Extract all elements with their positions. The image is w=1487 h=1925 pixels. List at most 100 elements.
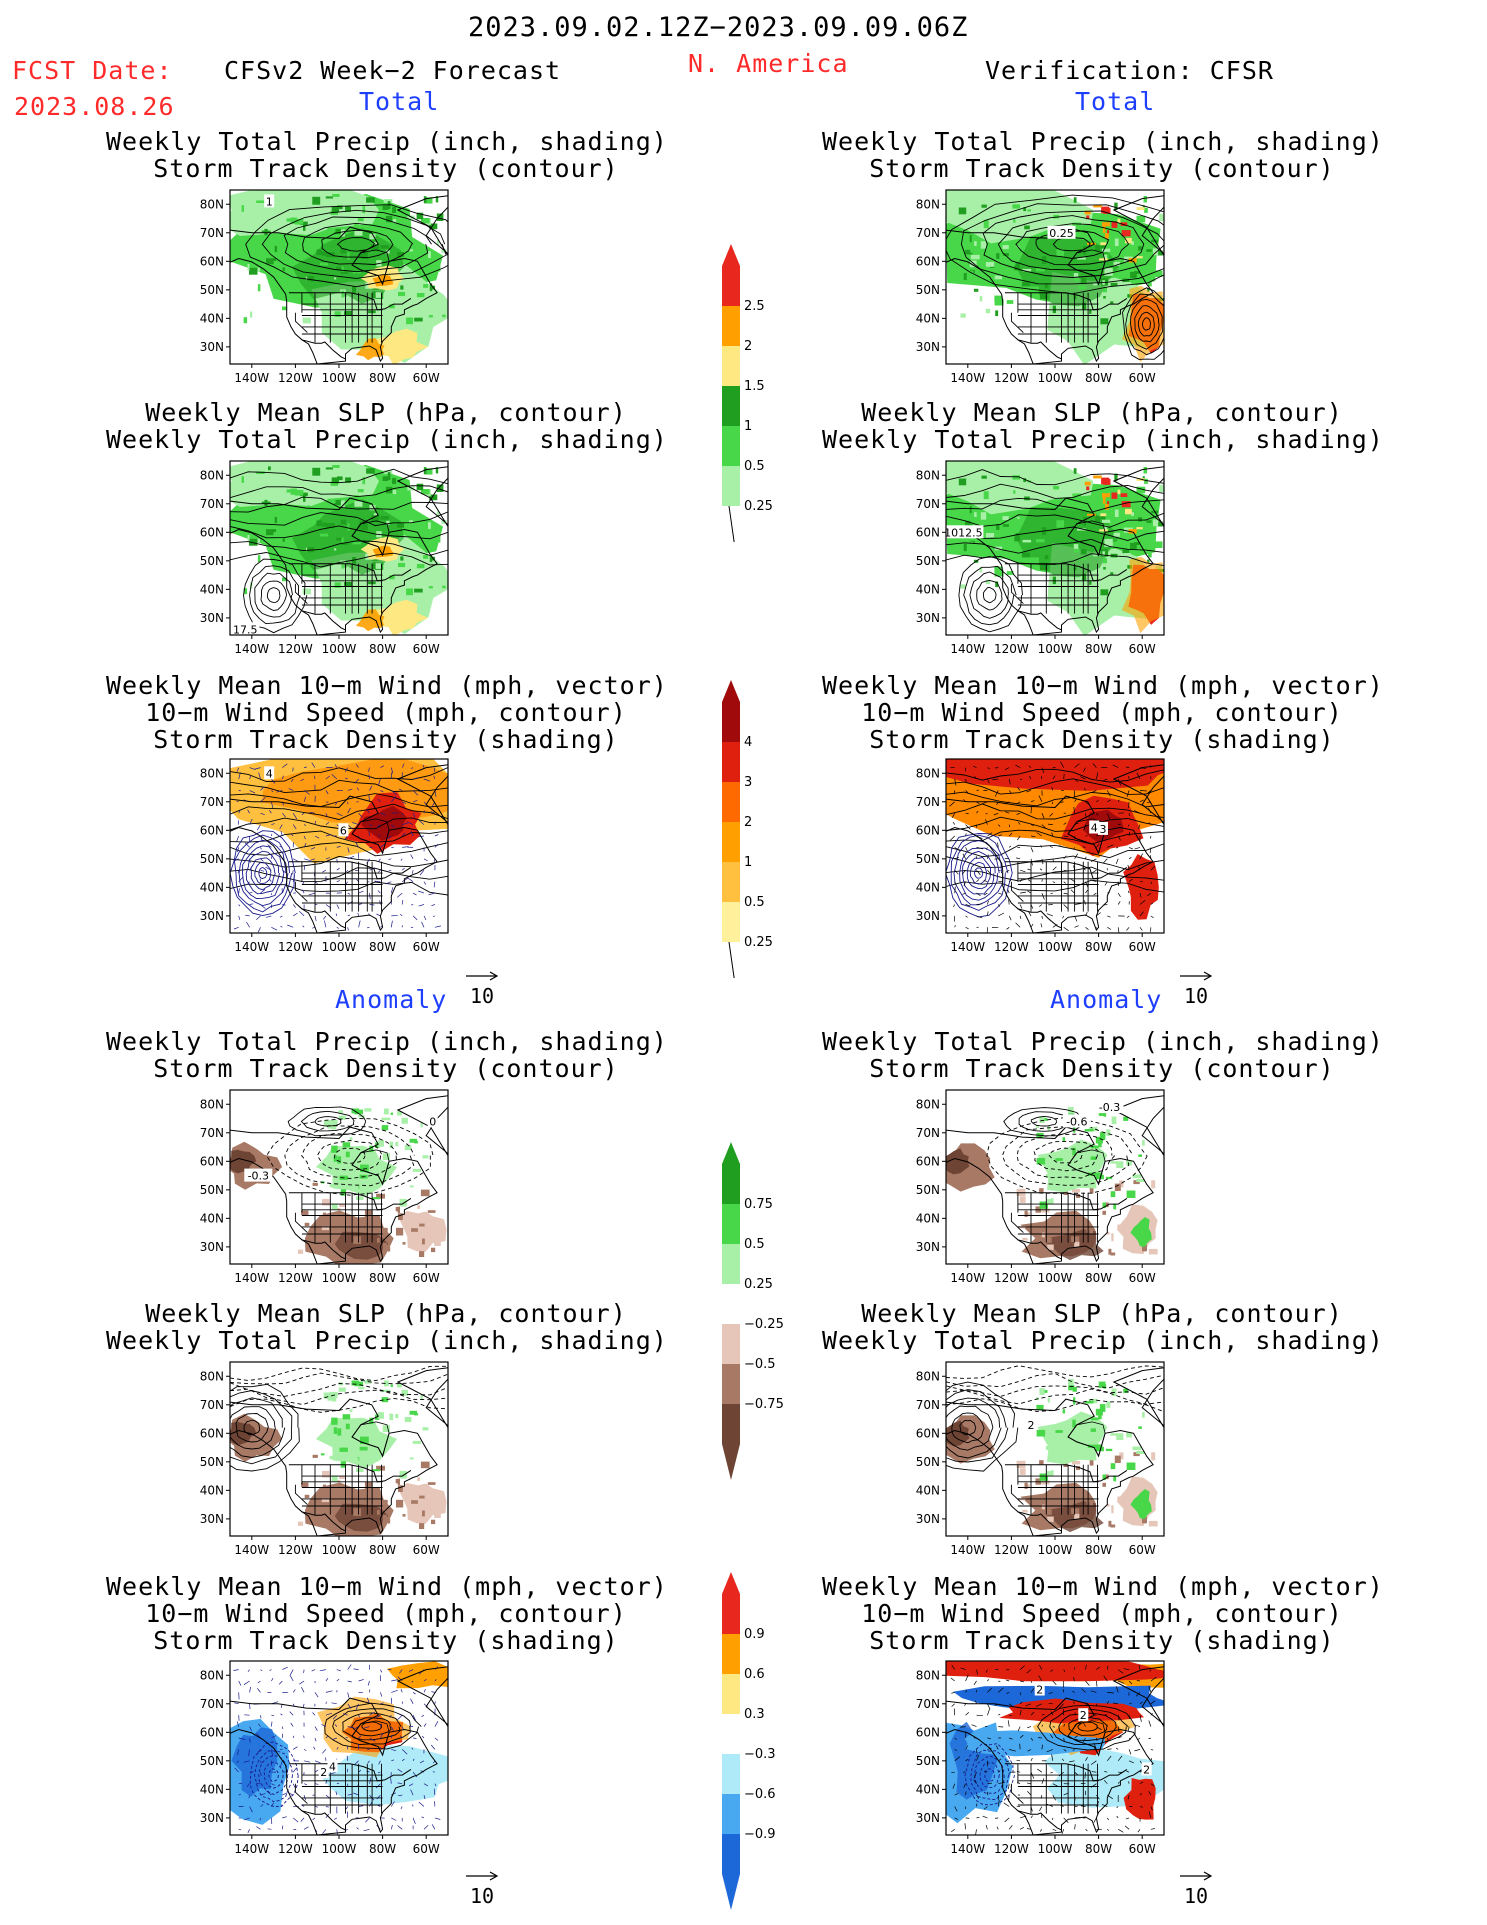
svg-text:0.5: 0.5 (744, 895, 765, 910)
svg-text:80W: 80W (369, 642, 396, 656)
vf-anom-slp-title: Weekly Mean SLP (hPa, contour) Weekly To… (822, 1299, 1384, 1355)
svg-text:50N: 50N (200, 1183, 224, 1197)
svg-text:60N: 60N (916, 823, 940, 837)
svg-text:60N: 60N (916, 1154, 940, 1168)
svg-text:50N: 50N (200, 1754, 224, 1768)
svg-text:60W: 60W (413, 1271, 440, 1285)
svg-text:120W: 120W (278, 1271, 313, 1285)
svg-text:30N: 30N (916, 1811, 940, 1825)
svg-text:50N: 50N (916, 1455, 940, 1469)
svg-text:120W: 120W (994, 1543, 1029, 1557)
fc-total-precip-map: 1 80N 70N 60N 50N 40N 30N 140W 120W 100W 80W 60W (178, 189, 458, 394)
fc-total-label: Total (359, 87, 440, 116)
svg-text:140W: 140W (950, 371, 985, 385)
svg-text:50N: 50N (200, 1455, 224, 1469)
svg-text:40N: 40N (200, 1483, 224, 1497)
svg-text:60N: 60N (916, 525, 940, 539)
svg-text:140W: 140W (234, 371, 269, 385)
svg-text:0: 0 (429, 1115, 436, 1128)
svg-text:2: 2 (1028, 1419, 1035, 1432)
svg-text:1012.5: 1012.5 (944, 526, 983, 539)
svg-text:1: 1 (744, 855, 752, 870)
svg-text:60N: 60N (200, 1725, 224, 1739)
svg-text:40N: 40N (916, 311, 940, 325)
svg-text:120W: 120W (994, 1842, 1029, 1856)
fc-total-slp-title: Weekly Mean SLP (hPa, contour) Weekly To… (106, 398, 668, 454)
svg-text:40N: 40N (200, 582, 224, 596)
svg-text:30N: 30N (916, 909, 940, 923)
svg-text:100W: 100W (322, 1271, 357, 1285)
svg-text:140W: 140W (234, 1543, 269, 1557)
vf-anom-slp-map: 2 80N 70N 60N 50N 40N 30N 140W 120W 100W 80W 60W (894, 1361, 1174, 1566)
svg-text:80W: 80W (369, 1271, 396, 1285)
svg-text:2.5: 2.5 (744, 299, 765, 314)
svg-text:4: 4 (744, 735, 752, 750)
svg-text:80W: 80W (369, 1842, 396, 1856)
svg-text:120W: 120W (278, 1543, 313, 1557)
svg-text:80N: 80N (916, 197, 940, 211)
svg-text:80W: 80W (1085, 642, 1112, 656)
svg-text:40N: 40N (200, 1211, 224, 1225)
svg-text:40N: 40N (916, 1211, 940, 1225)
precip-total-colorbar: 2.5 2 1.5 1 0.5 0.25 (718, 242, 808, 549)
svg-text:80W: 80W (369, 1543, 396, 1557)
svg-text:80W: 80W (1085, 1271, 1112, 1285)
svg-text:70N: 70N (916, 497, 940, 511)
fc-total-precip-title: Weekly Total Precip (inch, shading) Stor… (106, 127, 668, 183)
svg-text:100W: 100W (1038, 1842, 1073, 1856)
svg-text:3: 3 (1100, 823, 1107, 836)
svg-text:100W: 100W (1038, 371, 1073, 385)
svg-text:2: 2 (1036, 1684, 1043, 1697)
vf-anom-wind-title: Weekly Mean 10−m Wind (mph, vector) 10−m… (822, 1572, 1384, 1655)
vf-total-slp-title: Weekly Mean SLP (hPa, contour) Weekly To… (822, 398, 1384, 454)
svg-text:30N: 30N (200, 1240, 224, 1254)
svg-text:−0.75: −0.75 (744, 1397, 784, 1412)
precip-anom-colorbar: 0.75 0.5 0.25 −0.25 −0.5 −0.75 (718, 1140, 808, 1484)
svg-text:70N: 70N (200, 497, 224, 511)
vf-anomaly-label: Anomaly (1050, 985, 1163, 1014)
svg-text:30N: 30N (916, 340, 940, 354)
svg-text:0.25: 0.25 (1049, 227, 1074, 240)
svg-text:120W: 120W (278, 1842, 313, 1856)
svg-text:70N: 70N (916, 1126, 940, 1140)
fc-total-slp-map: 17.5 80N 70N 60N 50N 40N 30N 140W 120W 100W 80W 60W (178, 460, 458, 665)
svg-text:120W: 120W (994, 642, 1029, 656)
svg-text:60W: 60W (1129, 371, 1156, 385)
fc-anom-slp-map: 80N 70N 60N 50N 40N 30N 140W 120W 100W 80W 60W (178, 1361, 458, 1566)
svg-text:70N: 70N (200, 1398, 224, 1412)
fc-anom-wind-title: Weekly Mean 10−m Wind (mph, vector) 10−m… (106, 1572, 668, 1655)
fc-total-wind-map: 4 6 80N 70N 60N 50N 40N 30N 140W 120W 100W 80W 60W (178, 758, 458, 963)
svg-text:60N: 60N (200, 525, 224, 539)
vf-total-slp-map: 1012.5 80N 70N 60N 50N 40N 30N 140W 120W 100W 80W 6… (894, 460, 1174, 665)
svg-text:40N: 40N (916, 582, 940, 596)
vf-anom-vector-ref: 10 (1176, 1862, 1216, 1908)
svg-text:1.5: 1.5 (744, 379, 765, 394)
svg-text:1: 1 (744, 419, 752, 434)
svg-text:30N: 30N (916, 611, 940, 625)
svg-text:6: 6 (340, 824, 347, 837)
svg-text:80N: 80N (916, 1369, 940, 1383)
svg-text:2: 2 (1143, 1763, 1150, 1776)
model-title: CFSv2 Week−2 Forecast (224, 56, 562, 85)
svg-text:70N: 70N (916, 226, 940, 240)
svg-text:0.25: 0.25 (744, 499, 773, 514)
svg-text:120W: 120W (994, 1271, 1029, 1285)
svg-text:0.6: 0.6 (744, 1667, 765, 1682)
svg-text:70N: 70N (916, 795, 940, 809)
vector-ref-arrow-icon (1180, 1871, 1213, 1881)
svg-text:4: 4 (266, 767, 273, 780)
svg-text:50N: 50N (200, 852, 224, 866)
svg-text:140W: 140W (950, 642, 985, 656)
svg-text:50N: 50N (200, 554, 224, 568)
svg-text:140W: 140W (234, 642, 269, 656)
svg-text:60W: 60W (1129, 1842, 1156, 1856)
svg-text:80N: 80N (200, 1369, 224, 1383)
svg-text:140W: 140W (234, 1842, 269, 1856)
svg-text:0.25: 0.25 (744, 935, 773, 950)
svg-text:30N: 30N (916, 1512, 940, 1526)
svg-text:100W: 100W (322, 1543, 357, 1557)
svg-text:80N: 80N (200, 766, 224, 780)
verification-title: Verification: CFSR (985, 56, 1274, 85)
svg-text:60N: 60N (200, 823, 224, 837)
svg-text:−0.3: −0.3 (744, 1747, 776, 1762)
